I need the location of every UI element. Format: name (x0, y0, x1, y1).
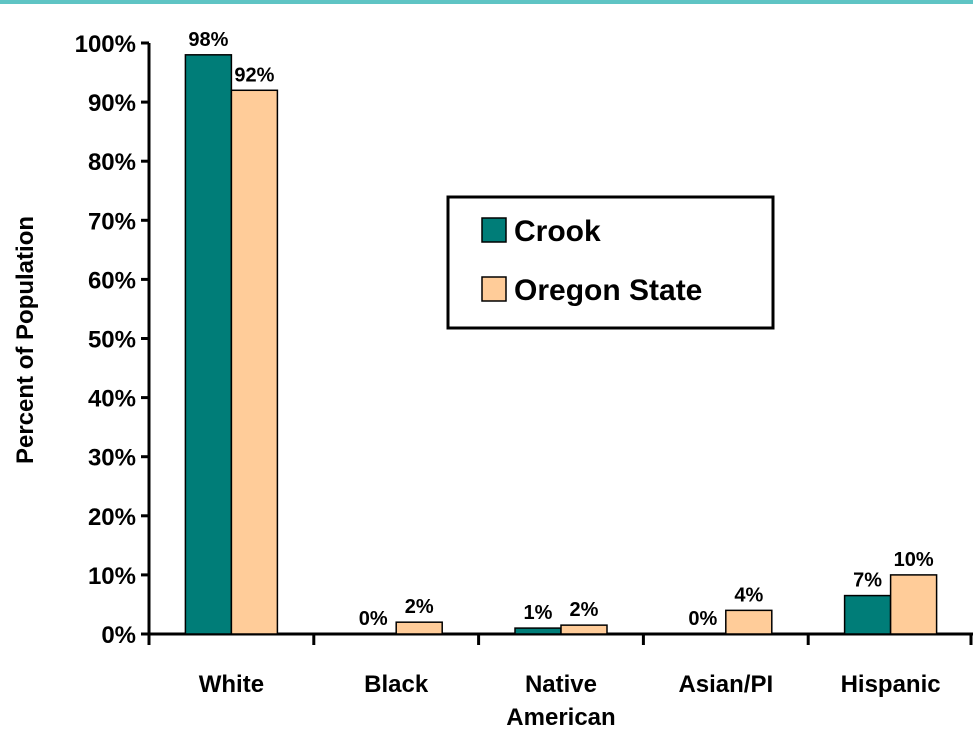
data-label-oregon-state: 4% (734, 584, 763, 606)
bar-crook (184, 54, 233, 635)
y-axis: 0% 10% 20% 30% 40% 50% 60% 70% 80% 90% 100% (75, 31, 151, 649)
y-tick-label: 40% (88, 386, 136, 413)
data-label-oregon-state: 10% (894, 549, 934, 571)
data-labels: 98% 92% 0% 2% 1% 2% 0% 4% 7% 10% (188, 29, 933, 630)
data-label-crook: 0% (688, 608, 717, 630)
bars (184, 54, 938, 635)
bar-crook (843, 594, 892, 635)
y-tick-label: 20% (88, 504, 136, 531)
data-label-oregon-state: 2% (405, 596, 434, 618)
y-tick-label: 80% (88, 149, 136, 176)
bar-oregon-state (395, 621, 443, 635)
category-label: Hispanic (841, 671, 941, 698)
legend-box (446, 195, 775, 330)
y-tick-label: 100% (75, 31, 136, 58)
legend-swatch (481, 276, 507, 302)
y-tick-label: 70% (88, 208, 136, 235)
data-label-oregon-state: 92% (234, 64, 274, 86)
bar-oregon-state (725, 609, 773, 635)
category-labels: White Black Native American Asian/PI Hispanic (199, 671, 941, 731)
category-label: White (199, 671, 264, 698)
legend-swatch (481, 217, 507, 243)
y-axis-title: Percent of Population (12, 216, 39, 464)
bar-oregon-state (230, 89, 279, 635)
y-tick-label: 90% (88, 90, 136, 117)
category-label: Asian/PI (678, 671, 773, 698)
data-label-crook: 98% (188, 29, 228, 51)
category-label: American (506, 704, 615, 731)
y-tick-label: 0% (101, 622, 136, 649)
x-axis (147, 632, 973, 645)
category-label: Native (525, 671, 597, 698)
legend-label: Oregon State (514, 274, 702, 307)
y-tick-label: 60% (88, 267, 136, 294)
data-label-oregon-state: 2% (570, 599, 599, 621)
bar-oregon-state (560, 624, 608, 635)
legend: Crook Oregon State (446, 195, 775, 330)
y-tick-label: 50% (88, 327, 136, 354)
y-tick-label: 10% (88, 563, 136, 590)
legend-label: Crook (514, 215, 601, 248)
bar-oregon-state (889, 574, 938, 635)
category-label: Black (364, 671, 429, 698)
data-label-crook: 1% (524, 602, 553, 624)
data-label-crook: 0% (359, 608, 388, 630)
bar-crook (514, 627, 562, 635)
data-label-crook: 7% (853, 570, 882, 592)
y-tick-label: 30% (88, 445, 136, 472)
